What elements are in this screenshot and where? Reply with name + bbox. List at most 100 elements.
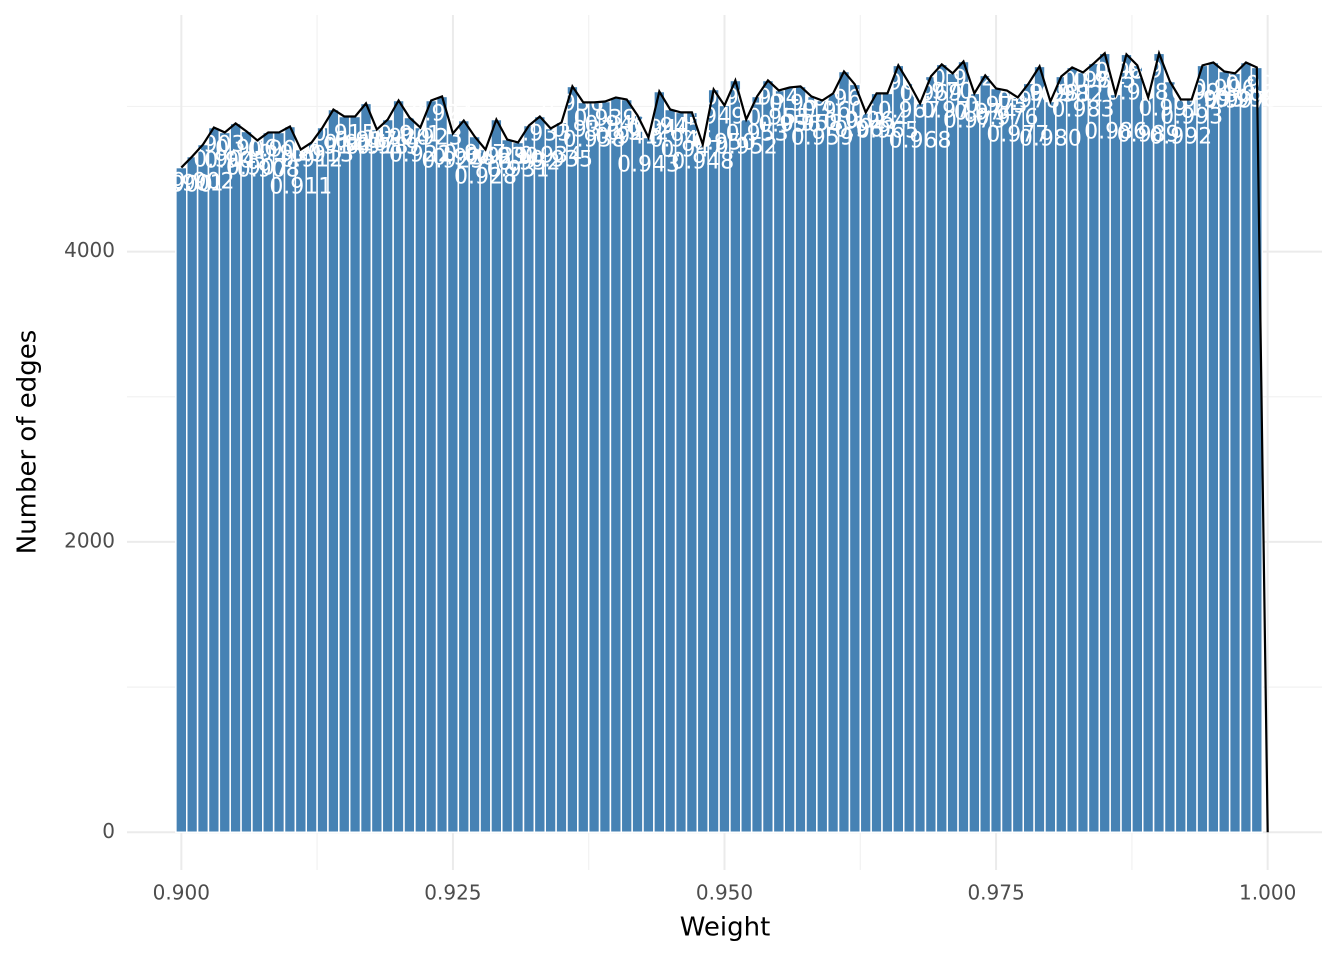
bar-label: 0.976 <box>975 105 1038 130</box>
bar <box>294 148 307 834</box>
bar-label: 0.996 <box>1193 76 1256 101</box>
bar-label: 0.955 <box>747 105 810 130</box>
bar-label: 0.947 <box>660 137 723 162</box>
bar <box>490 118 503 834</box>
bar-label: 0.991 <box>1138 96 1201 121</box>
bar-label: 0.913 <box>291 143 354 168</box>
bar <box>262 131 275 834</box>
bar <box>1174 98 1187 834</box>
bar <box>696 143 709 834</box>
bar <box>761 79 775 834</box>
bar-label: 0.906 <box>215 136 278 161</box>
bar-label: 0.964 <box>845 108 908 133</box>
bar <box>218 131 231 834</box>
bar <box>479 148 492 834</box>
bar-label: 0.981 <box>1030 81 1093 106</box>
bar <box>653 90 666 834</box>
bar-label: 0.901 <box>161 172 224 197</box>
bar-label: 0.992 <box>1149 124 1212 149</box>
bar <box>196 143 210 834</box>
x-tick-label: 0.975 <box>967 881 1024 905</box>
bar <box>783 86 796 834</box>
x-tick-label: 0.925 <box>424 881 481 905</box>
bar <box>414 126 427 834</box>
bar <box>251 139 264 834</box>
bar <box>446 132 460 834</box>
bar <box>392 99 405 834</box>
bar-label: 0.960 <box>802 98 865 123</box>
bar-label: 0.919 <box>356 135 419 160</box>
bar <box>555 121 568 834</box>
y-axis-title: Number of edges <box>13 330 43 555</box>
bar-label: 0.979 <box>1008 81 1071 106</box>
bar <box>609 96 623 834</box>
bar <box>1033 65 1046 834</box>
bar-label: 0.936 <box>541 91 604 116</box>
bar-label: 0.905 <box>204 148 267 173</box>
bar-label: 0.952 <box>715 135 778 160</box>
x-tick-label: 0.950 <box>696 881 753 905</box>
bar-label: 0.910 <box>258 141 321 166</box>
bar <box>501 138 514 834</box>
line <box>180 49 1269 833</box>
bar <box>1131 64 1144 834</box>
bar <box>968 92 981 834</box>
bar-label: 0.959 <box>791 126 854 151</box>
bar <box>348 115 362 834</box>
bar-label: 0.963 <box>834 117 897 142</box>
bar-label: 0.902 <box>172 169 235 194</box>
bar-label: 0.918 <box>345 135 408 160</box>
bar-label: 0.929 <box>465 145 528 170</box>
bar-label: 0.972 <box>932 66 995 91</box>
bar <box>1011 96 1024 834</box>
bar-label: 0.942 <box>606 120 669 145</box>
bar-label: 0.907 <box>226 155 289 180</box>
bar <box>816 99 829 834</box>
bar <box>207 126 221 834</box>
bar <box>1022 82 1035 834</box>
bar <box>957 60 970 834</box>
bar-label: 0.966 <box>867 70 930 95</box>
bar <box>1000 89 1014 834</box>
bar-label: 0.922 <box>389 143 452 168</box>
bar <box>642 136 655 834</box>
bar-label: 0.935 <box>530 147 593 172</box>
bar <box>425 99 438 834</box>
bar-label: 0.980 <box>1019 127 1082 152</box>
bar <box>772 89 785 834</box>
bar-label: 0.967 <box>878 98 941 123</box>
bar <box>1098 52 1111 834</box>
bar <box>229 122 242 834</box>
bar-label: 0.939 <box>574 107 637 132</box>
bar-label: 0.994 <box>1171 80 1234 105</box>
bar <box>631 114 644 834</box>
bar <box>370 128 384 834</box>
bar <box>598 100 612 834</box>
bar <box>1207 61 1220 834</box>
bar <box>316 126 329 834</box>
bar <box>381 118 394 834</box>
bar <box>1218 70 1231 834</box>
bar <box>240 130 253 834</box>
bar <box>740 118 753 834</box>
bar-label: 0.977 <box>986 122 1049 147</box>
bar <box>837 70 851 834</box>
bar-label: 0.953 <box>726 121 789 146</box>
bar-label: 0.914 <box>302 135 365 160</box>
y-tick-label: 0 <box>102 819 115 843</box>
bar <box>327 108 340 834</box>
bar-label: 0.931 <box>487 157 550 182</box>
bar-label: 0.958 <box>780 111 843 136</box>
bar <box>718 104 731 834</box>
bar <box>946 72 959 834</box>
bar <box>1196 64 1209 834</box>
bar <box>1044 100 1057 834</box>
bar-label: 0.962 <box>823 109 886 134</box>
bar-label: 0.928 <box>454 165 517 190</box>
bar <box>1065 66 1079 834</box>
bar <box>826 92 840 834</box>
bar <box>1055 75 1068 834</box>
bar-label: 0.903 <box>182 133 245 158</box>
